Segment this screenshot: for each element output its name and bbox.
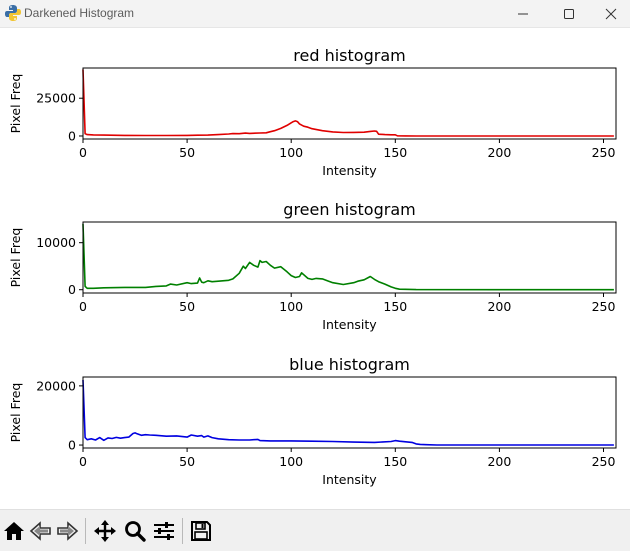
subplot-3-title: blue histogram [289, 355, 410, 374]
subplot-2-axes-frame [82, 221, 617, 294]
sliders-icon [154, 522, 174, 540]
subplot-3-x-tick-label: 250 [592, 454, 616, 469]
minimize-icon [518, 13, 528, 15]
subplot-3-y-tick-label: 20000 [36, 378, 76, 393]
subplot-1-x-tick-label: 0 [79, 145, 87, 160]
subplot-1-x-axis-label: Intensity [322, 163, 377, 178]
subplot-2-x-axis-label: Intensity [322, 317, 377, 332]
subplot-2-x-tick-label: 0 [79, 299, 87, 314]
toolbar-separator [182, 518, 183, 544]
home-icon [4, 522, 24, 540]
subplot-3-x-axis-label: Intensity [322, 472, 377, 487]
subplot-2-x-tick-label: 50 [179, 299, 195, 314]
subplot-1-x-tick-label: 200 [487, 145, 511, 160]
maximize-button[interactable] [546, 0, 592, 28]
subplot-2-title: green histogram [283, 200, 415, 219]
subplot-1-x-tick-label: 150 [383, 145, 407, 160]
magnifier-icon [125, 521, 146, 542]
subplot-2-x-tick-label: 150 [383, 299, 407, 314]
subplot-2-series-line [82, 223, 614, 291]
subplot-1-y-axis-label: Pixel Freq [8, 74, 23, 134]
move-icon [94, 520, 116, 542]
close-button[interactable] [588, 0, 630, 28]
subplot-1-x-tick-label: 100 [279, 145, 303, 160]
subplot-3-axes-frame [82, 376, 617, 449]
minimize-button[interactable] [500, 0, 546, 28]
subplot-3-x-tick-label: 100 [279, 454, 303, 469]
subplot-1-x-tick-label: 250 [592, 145, 616, 160]
subplot-1-series-line [82, 69, 614, 137]
save-button[interactable] [189, 519, 213, 543]
subplot-3-series-line [82, 379, 614, 446]
python-app-icon [5, 5, 21, 21]
subplot-2-y-tick-label: 0 [68, 282, 76, 297]
subplot-1-title: red histogram [293, 46, 405, 65]
configure-subplots-button[interactable] [152, 519, 176, 543]
back-arrow-icon [29, 521, 51, 541]
maximize-icon [564, 9, 574, 19]
pan-button[interactable] [93, 519, 117, 543]
forward-button[interactable] [55, 519, 79, 543]
navigation-toolbar [0, 509, 630, 551]
subplot-3-x-tick-label: 50 [179, 454, 195, 469]
subplot-2-x-tick-label: 250 [592, 299, 616, 314]
subplot-2-y-tick-label: 10000 [36, 235, 76, 250]
subplot-3-y-tick-label: 0 [68, 438, 76, 453]
subplot-3-y-axis-label: Pixel Freq [8, 383, 23, 443]
subplot-3-x-tick-label: 150 [383, 454, 407, 469]
title-bar: Darkened Histogram [0, 0, 630, 28]
subplot-2-y-axis-label: Pixel Freq [8, 228, 23, 288]
subplot-1-x-tick-label: 50 [179, 145, 195, 160]
subplot-3-x-tick-label: 0 [79, 454, 87, 469]
floppy-disk-icon [191, 521, 211, 541]
subplot-1-y-tick-label: 0 [68, 128, 76, 143]
home-button[interactable] [2, 519, 26, 543]
subplot-1-axes-frame [82, 67, 617, 140]
toolbar-separator [85, 518, 86, 544]
close-icon [605, 8, 617, 20]
zoom-button[interactable] [123, 519, 147, 543]
figure-canvas[interactable]: red histogram 0 50 100 150 200 250 0 25000 Intens… [0, 28, 630, 509]
subplot-3-x-tick-label: 200 [487, 454, 511, 469]
window-title: Darkened Histogram [24, 6, 135, 20]
subplot-2-x-tick-label: 100 [279, 299, 303, 314]
forward-arrow-icon [57, 521, 79, 541]
subplot-2-x-tick-label: 200 [487, 299, 511, 314]
back-button[interactable] [29, 519, 53, 543]
subplot-1-y-tick-label: 25000 [36, 91, 76, 106]
